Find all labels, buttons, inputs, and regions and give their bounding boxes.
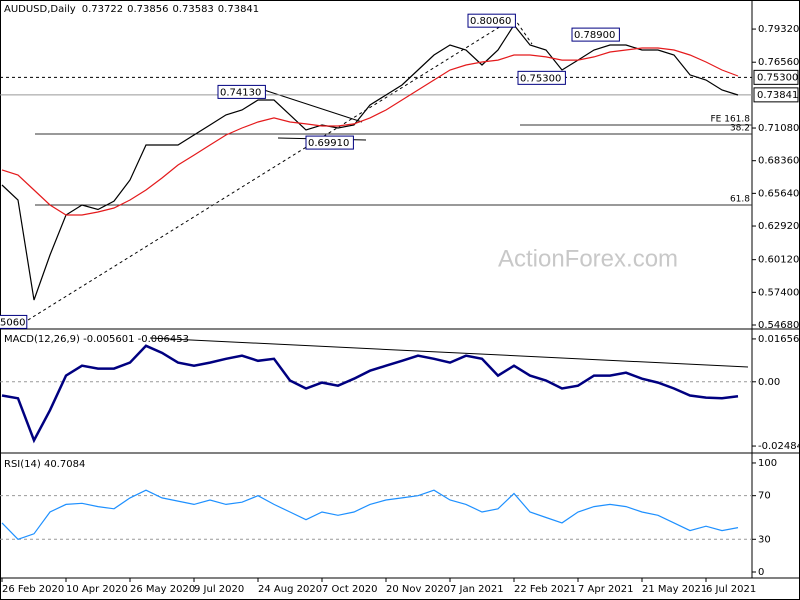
watermark: ActionForex.com xyxy=(498,245,678,272)
x-tick-label: 7 Oct 2020 xyxy=(322,584,377,595)
price-level-box xyxy=(753,69,799,85)
x-tick-label: 26 May 2020 xyxy=(130,584,195,595)
x-tick-label: 22 Feb 2021 xyxy=(514,584,576,595)
y-tick-label: 0.71080 xyxy=(758,123,799,134)
price-label-box xyxy=(0,314,28,329)
price-level-box xyxy=(753,87,799,103)
rsi-title: RSI(14) 40.7084 xyxy=(4,459,85,470)
x-tick-label: 6 Jul 2021 xyxy=(706,584,756,595)
x-tick-label: 20 Nov 2020 xyxy=(386,584,450,595)
y-tick-label: 0.00 xyxy=(758,377,780,388)
y-tick-label: -0.02484 xyxy=(758,441,800,452)
price-label: 0.75300 xyxy=(520,73,561,84)
fib-label: 38.2 xyxy=(730,124,750,134)
fib-label: 61.8 xyxy=(730,195,750,205)
x-tick-label: 26 Feb 2020 xyxy=(2,584,64,595)
price-label: 0.69910 xyxy=(308,138,349,149)
y-tick-label: 0.60120 xyxy=(758,255,799,266)
price-label: 0.80060 xyxy=(470,16,511,27)
y-tick-label: 0.016567 xyxy=(758,334,800,345)
price-label: 5060 xyxy=(0,317,25,328)
y-tick-label: 0.79320 xyxy=(758,24,799,35)
high: 0.73856 xyxy=(127,4,168,15)
y-tick-label: 0.65640 xyxy=(758,188,799,199)
low: 0.73583 xyxy=(172,4,213,15)
price-label-box xyxy=(517,70,566,85)
y-tick-label: 70 xyxy=(758,491,771,502)
series-line xyxy=(1,47,739,216)
price-label-box xyxy=(467,13,516,28)
x-tick-label: 24 Aug 2020 xyxy=(258,584,322,595)
y-tick-label: 0 xyxy=(758,567,764,578)
y-tick-label: 0.54680 xyxy=(758,320,799,331)
y-tick-label: 0.62920 xyxy=(758,221,799,232)
price-label-box xyxy=(217,84,266,99)
series-line xyxy=(1,344,739,444)
fib-label: FE 161.8 xyxy=(711,115,751,125)
open: 0.73722 xyxy=(82,4,123,15)
x-tick-label: 7 Apr 2021 xyxy=(578,584,633,595)
x-tick-label: 7 Jan 2021 xyxy=(450,584,504,595)
y-tick-label: 0.68360 xyxy=(758,156,799,167)
y-tick-label: 0.57400 xyxy=(758,287,799,298)
price-level-label: 0.75300 xyxy=(757,72,798,83)
trend-line xyxy=(27,17,515,321)
chart-title: AUDUSD,Daily 0.73722 0.73856 0.73583 0.73841 xyxy=(4,4,259,15)
x-tick-label: 21 May 2021 xyxy=(642,584,707,595)
price-label: 0.74130 xyxy=(220,87,261,98)
macd-title: MACD(12,26,9) -0.005601 -0.006453 xyxy=(4,334,189,345)
x-tick-label: 10 Apr 2020 xyxy=(66,584,128,595)
price-label-box xyxy=(305,135,354,150)
symbol: AUDUSD,Daily xyxy=(4,4,76,15)
series-line xyxy=(1,489,739,540)
macd-trend-line xyxy=(149,337,749,368)
x-tick-label: 9 Jul 2020 xyxy=(194,584,244,595)
series-line xyxy=(1,23,739,301)
y-tick-label: 100 xyxy=(758,458,777,469)
close: 0.73841 xyxy=(218,4,259,15)
y-tick-label: 0.76560 xyxy=(758,57,799,68)
price-label-box xyxy=(571,27,620,42)
trend-line xyxy=(513,17,533,45)
y-tick-label: 30 xyxy=(758,534,771,545)
price-level-label: 0.73841 xyxy=(757,90,798,101)
price-label: 0.78900 xyxy=(574,30,615,41)
